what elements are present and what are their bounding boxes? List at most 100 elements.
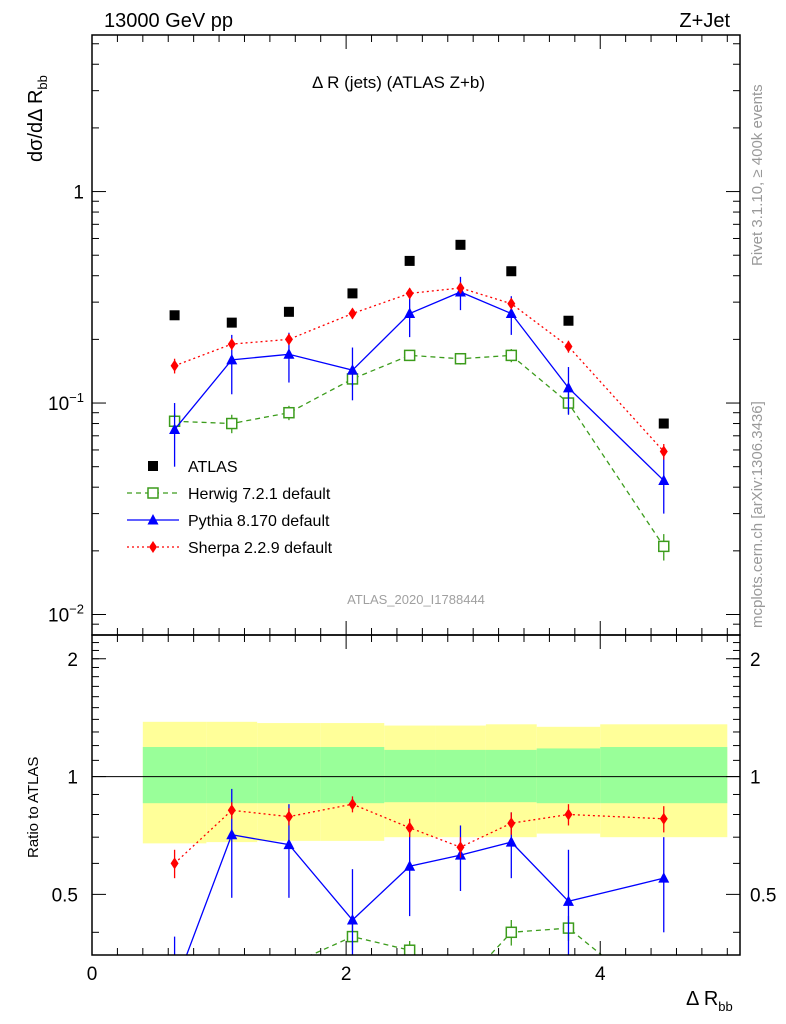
legend: ATLAS Herwig 7.2.1 default Pythia 8.170 de… — [127, 459, 333, 557]
main-point-atlas-3 — [347, 288, 358, 299]
ratio-point-pythia-6 — [505, 836, 517, 847]
main-point-atlas-0 — [169, 310, 180, 321]
main-point-atlas-7 — [563, 315, 574, 326]
plot-title: Δ R (jets) (ATLAS Z+b) — [312, 73, 485, 92]
main-point-sherpa-7 — [564, 340, 573, 353]
ratio-point-sherpa-7 — [564, 808, 573, 821]
ratio-point-herwig-0 — [170, 965, 180, 975]
main-point-pythia-6 — [505, 307, 517, 319]
band-inner-8 — [600, 747, 728, 804]
main-point-sherpa-1 — [227, 338, 236, 351]
band-inner-2 — [257, 747, 321, 804]
main-y-axis-label: dσ/dΔ Rbb — [25, 75, 50, 162]
main-series-atlas — [169, 239, 669, 429]
legend-label-pythia: Pythia 8.170 default — [188, 513, 330, 530]
rivet-version-label: Rivet 3.1.10, ≥ 400k events — [749, 84, 766, 266]
main-point-herwig-5 — [454, 352, 467, 365]
x-tick-label-2: 4 — [595, 964, 606, 985]
main-y-tick-base-1: 10 — [48, 394, 69, 415]
ratio-point-pythia-1 — [226, 828, 238, 840]
main-plot-layer — [168, 239, 670, 561]
ratio-point-herwig-6 — [505, 926, 518, 939]
main-point-atlas-8 — [658, 418, 669, 429]
ratio-y-tick-label-right-2: 2 — [750, 650, 761, 671]
ratio-plot-frame — [91, 634, 741, 956]
legend-entry-atlas: ATLAS — [148, 459, 238, 476]
mcplots-label: mcplots.cern.ch [arXiv:1306.3436] — [749, 401, 766, 628]
main-point-sherpa-8 — [659, 445, 668, 458]
ratio-point-sherpa-0 — [170, 857, 179, 870]
main-point-pythia-2 — [283, 348, 295, 359]
ratio-point-herwig-1 — [227, 960, 237, 970]
ratio-series-herwig — [170, 916, 669, 1011]
ratio-point-herwig-5 — [455, 982, 465, 992]
legend-marker-sherpa — [149, 541, 157, 553]
main-point-herwig-6 — [505, 349, 518, 362]
main-point-sherpa-3 — [348, 307, 357, 320]
ratio-point-sherpa-8 — [659, 812, 668, 825]
ratio-y-tick-label-right-1: 1 — [750, 768, 761, 789]
legend-label-atlas: ATLAS — [188, 459, 238, 476]
main-point-atlas-5 — [455, 239, 466, 250]
ratio-y-tick-label-left-2: 2 — [67, 650, 78, 671]
header-right-label: Z+Jet — [679, 10, 730, 32]
main-point-sherpa-6 — [507, 297, 516, 310]
main-y-tick-label-2: 1 — [73, 183, 84, 204]
band-inner-0 — [142, 747, 207, 804]
main-y-tick-exp-0: −2 — [69, 602, 84, 617]
main-point-atlas-2 — [283, 306, 294, 317]
legend-marker-pythia — [147, 514, 159, 525]
analysis-id-label: ATLAS_2020_I1788444 — [347, 592, 485, 607]
main-point-sherpa-5 — [456, 281, 465, 294]
x-axis-label-sub: bb — [718, 999, 732, 1014]
main-y-axis-label-text: dσ/dΔ R — [25, 90, 47, 162]
legend-label-sherpa: Sherpa 2.2.9 default — [188, 540, 333, 557]
main-point-herwig-8 — [658, 540, 670, 553]
band-inner-3 — [320, 747, 385, 804]
main-y-tick-base-2: 1 — [73, 183, 84, 204]
ratio-point-pythia-2 — [283, 838, 295, 850]
ratio-point-pythia-4 — [404, 860, 416, 871]
main-series-pythia — [169, 276, 670, 514]
main-point-atlas-4 — [404, 255, 415, 266]
ratio-line-sherpa — [174, 803, 664, 864]
x-axis-label: Δ Rbb — [686, 988, 733, 1014]
main-point-pythia-1 — [226, 353, 238, 365]
main-line-pythia — [174, 291, 665, 482]
band-inner-7 — [536, 748, 601, 804]
ratio-point-pythia-8 — [658, 872, 670, 883]
main-y-tick-label-0: 10−2 — [48, 602, 84, 627]
ratio-point-herwig-8 — [659, 1001, 669, 1011]
ratio-point-sherpa-2 — [284, 810, 293, 823]
main-point-herwig-1 — [226, 417, 238, 430]
main-point-herwig-2 — [283, 406, 295, 419]
x-axis-label-text: Δ R — [686, 988, 718, 1010]
x-tick-label-0: 0 — [87, 964, 98, 985]
main-series-sherpa — [170, 281, 668, 460]
main-y-tick-base-0: 10 — [48, 606, 69, 627]
legend-entry-herwig: Herwig 7.2.1 default — [127, 486, 331, 503]
band-inner-5 — [435, 749, 486, 803]
main-point-pythia-0 — [169, 423, 181, 434]
main-point-pythia-8 — [658, 474, 670, 486]
ratio-series-sherpa — [170, 796, 668, 879]
main-point-atlas-1 — [226, 317, 237, 328]
main-point-sherpa-4 — [405, 287, 414, 300]
band-inner-6 — [485, 749, 537, 803]
ratio-point-sherpa-1 — [227, 804, 236, 817]
main-y-tick-exp-1: −1 — [69, 390, 84, 405]
main-point-atlas-6 — [506, 266, 517, 277]
legend-marker-herwig — [147, 487, 159, 499]
legend-entry-pythia: Pythia 8.170 default — [127, 513, 330, 530]
x-tick-label-1: 2 — [341, 964, 352, 985]
main-point-herwig-4 — [403, 349, 416, 362]
ratio-y-tick-label-left-1: 1 — [67, 768, 78, 789]
ratio-line-herwig — [309, 927, 603, 955]
main-point-sherpa-2 — [284, 333, 293, 346]
ratio-y-axis-label: Ratio to ATLAS — [25, 757, 42, 858]
main-line-sherpa — [174, 287, 665, 452]
ratio-point-sherpa-6 — [507, 817, 516, 830]
main-point-pythia-7 — [562, 381, 574, 393]
ratio-point-sherpa-3 — [348, 798, 357, 811]
